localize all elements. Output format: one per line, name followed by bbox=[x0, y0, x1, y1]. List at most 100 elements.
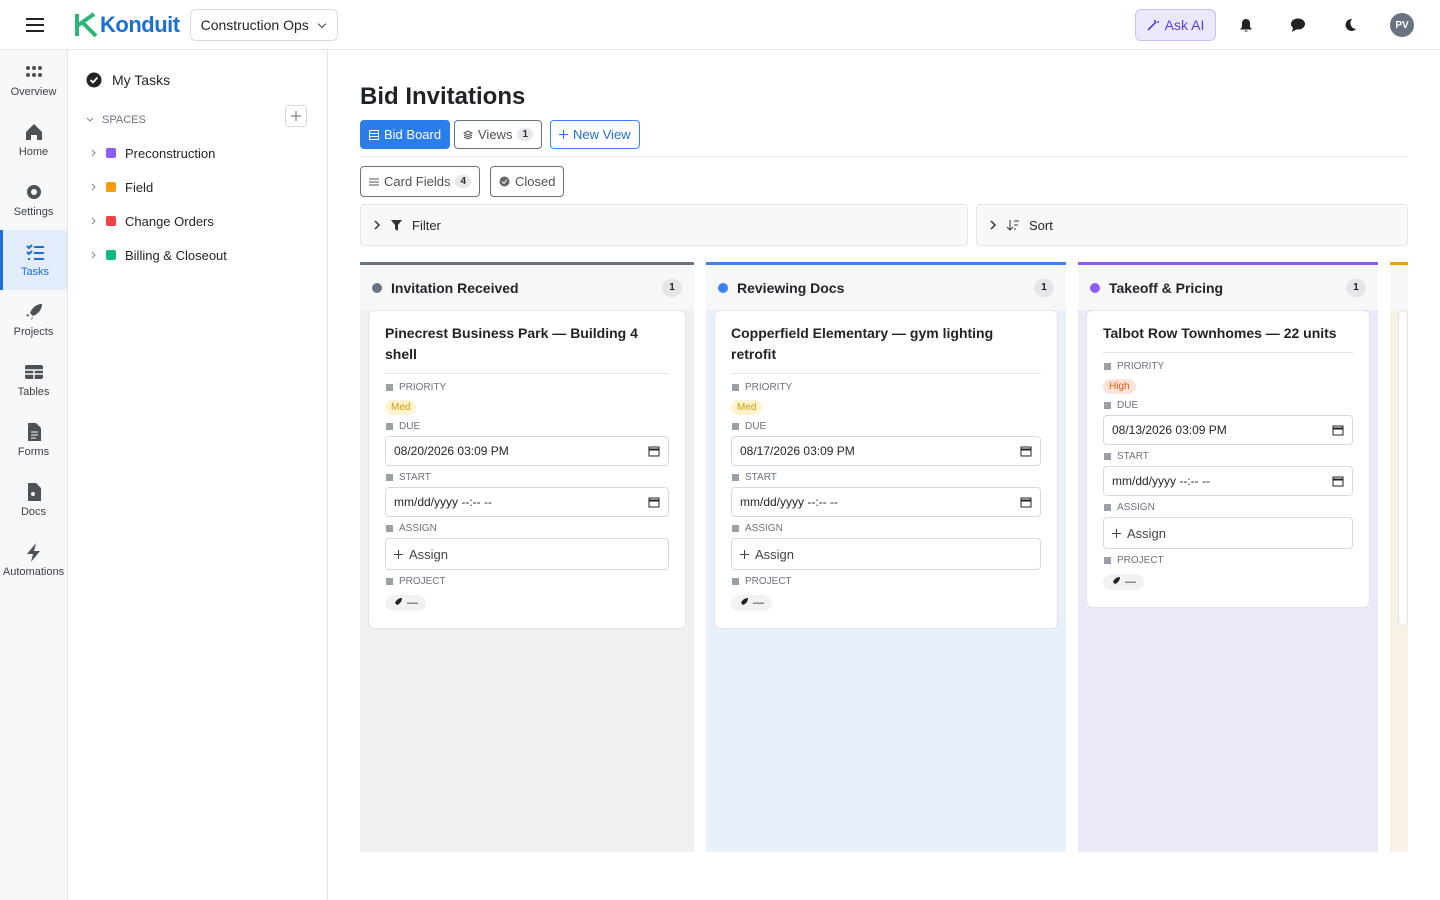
field-label-text: PRIORITY bbox=[745, 382, 793, 393]
priority-badge: Med bbox=[385, 400, 417, 415]
start-input[interactable]: mm/dd/yyyy --:-- -- bbox=[731, 487, 1041, 517]
space-icon bbox=[106, 250, 116, 260]
nav-item[interactable]: Home bbox=[0, 110, 67, 170]
nav-icon bbox=[27, 423, 41, 441]
column-count: 1 bbox=[1346, 278, 1366, 297]
field-label-text: PRIORITY bbox=[399, 382, 447, 393]
field-label-text: PROJECT bbox=[745, 576, 792, 587]
project-chip: — bbox=[731, 595, 772, 611]
nav-label: Docs bbox=[20, 506, 47, 518]
card-fields-button[interactable]: Card Fields 4 bbox=[360, 166, 481, 197]
field-label-text: DUE bbox=[1117, 400, 1139, 411]
card[interactable]: Copperfield Elementary — gym lighting re… bbox=[714, 310, 1058, 629]
theme-icon[interactable] bbox=[1343, 18, 1357, 32]
column-name: Invitation Received bbox=[391, 279, 519, 296]
ai-icon bbox=[1147, 20, 1159, 31]
assign-label: Assign bbox=[1127, 525, 1167, 541]
nav-label: Forms bbox=[17, 446, 50, 458]
column: Reviewing Docs 1 Copperfield Elementary — … bbox=[706, 262, 1066, 852]
menu-icon[interactable] bbox=[26, 17, 44, 32]
column-header: Reviewing Docs 1 bbox=[706, 265, 1066, 310]
nav-icon bbox=[26, 185, 41, 199]
rocket-icon bbox=[741, 598, 748, 605]
assign-label: Assign bbox=[409, 546, 449, 562]
card-fields-label: Card Fields bbox=[384, 174, 451, 189]
my-tasks[interactable]: My Tasks bbox=[68, 50, 327, 88]
chevron bbox=[91, 149, 96, 157]
nav-icon bbox=[26, 244, 44, 260]
space-item[interactable]: Field bbox=[68, 170, 327, 204]
closed-label: Closed bbox=[515, 174, 556, 189]
field-icon bbox=[732, 384, 739, 391]
field-icon bbox=[386, 423, 393, 430]
start-input[interactable]: mm/dd/yyyy --:-- -- bbox=[1103, 466, 1353, 496]
field-label: PROJECT bbox=[731, 576, 1041, 587]
nav-item[interactable]: Forms bbox=[0, 410, 67, 470]
priority-badge: High bbox=[1103, 379, 1136, 394]
sliders-icon bbox=[369, 178, 379, 185]
nav-label: Settings bbox=[13, 206, 54, 218]
field-icon bbox=[732, 474, 739, 481]
due-input[interactable]: 08/20/2026 03:09 PM bbox=[385, 436, 669, 466]
space-item[interactable]: Change Orders bbox=[68, 204, 327, 238]
ask-ai-button[interactable]: Ask AI bbox=[1135, 9, 1216, 41]
nav-item[interactable]: Overview bbox=[0, 50, 67, 110]
sort-icon bbox=[1007, 219, 1019, 231]
column-name: Reviewing Docs bbox=[737, 279, 845, 296]
column-header: Takeoff & Pricing 1 bbox=[1078, 265, 1378, 310]
space-item[interactable]: Preconstruction bbox=[68, 136, 327, 170]
column-name: Takeoff & Pricing bbox=[1109, 279, 1224, 296]
assign-label: Assign bbox=[755, 546, 795, 562]
card[interactable]: Pinecrest Business Park — Building 4 she… bbox=[368, 310, 686, 629]
nav-label: Home bbox=[18, 146, 49, 158]
field-label-text: START bbox=[399, 472, 431, 483]
nav-item[interactable]: Docs bbox=[0, 470, 67, 530]
field-label: DUE bbox=[731, 421, 1041, 432]
chevron bbox=[91, 183, 96, 191]
assign-button[interactable]: Assign bbox=[731, 538, 1041, 570]
views-tab[interactable]: Views 1 bbox=[454, 120, 543, 149]
project-value: — bbox=[753, 597, 764, 609]
card[interactable]: Talbot Row Townhomes — 22 units PRIORITY H… bbox=[1086, 310, 1370, 608]
space-icon bbox=[106, 216, 116, 226]
filter-bar[interactable]: Filter bbox=[360, 204, 968, 246]
nav-item[interactable]: Settings bbox=[0, 170, 67, 230]
space-name: Field bbox=[125, 179, 154, 195]
nav-item[interactable]: Tables bbox=[0, 350, 67, 410]
sort-bar[interactable]: Sort bbox=[976, 204, 1408, 246]
chat-icon[interactable] bbox=[1290, 18, 1306, 32]
add-space[interactable] bbox=[285, 105, 307, 127]
avatar[interactable]: PV bbox=[1390, 13, 1414, 37]
nav-icon bbox=[26, 543, 40, 562]
rocket-icon bbox=[395, 598, 402, 605]
nav-item[interactable]: Automations bbox=[0, 530, 67, 590]
nav-icon bbox=[25, 66, 42, 77]
workspace-select[interactable]: Construction Ops bbox=[189, 8, 338, 41]
field-label-text: PROJECT bbox=[399, 576, 446, 587]
assign-button[interactable]: Assign bbox=[1103, 517, 1353, 549]
nav-item[interactable]: Projects bbox=[0, 290, 67, 350]
nav-item[interactable]: Tasks bbox=[0, 230, 67, 290]
layers-icon bbox=[463, 129, 473, 140]
nav-label: Tasks bbox=[20, 266, 50, 278]
space-item[interactable]: Billing & Closeout bbox=[68, 238, 327, 272]
due-input[interactable]: 08/17/2026 03:09 PM bbox=[731, 436, 1041, 466]
start-input[interactable]: mm/dd/yyyy --:-- -- bbox=[385, 487, 669, 517]
spaces-header: SPACES bbox=[68, 88, 327, 136]
column-dot bbox=[718, 282, 728, 293]
column-count: 1 bbox=[1034, 278, 1054, 297]
bell-icon[interactable] bbox=[1239, 17, 1253, 33]
due-input[interactable]: 08/13/2026 03:09 PM bbox=[1103, 415, 1353, 445]
assign-button[interactable]: Assign bbox=[385, 538, 669, 570]
caret bbox=[86, 117, 94, 122]
bid-board-tab[interactable]: Bid Board bbox=[360, 120, 451, 149]
space-name: Preconstruction bbox=[125, 145, 216, 161]
field-label-text: DUE bbox=[399, 421, 421, 432]
calendar-icon bbox=[1332, 476, 1344, 487]
plus-icon bbox=[394, 549, 403, 559]
new-view-button[interactable]: New View bbox=[550, 120, 640, 149]
closed-button[interactable]: Closed bbox=[490, 166, 565, 197]
column-count: 1 bbox=[662, 278, 682, 297]
